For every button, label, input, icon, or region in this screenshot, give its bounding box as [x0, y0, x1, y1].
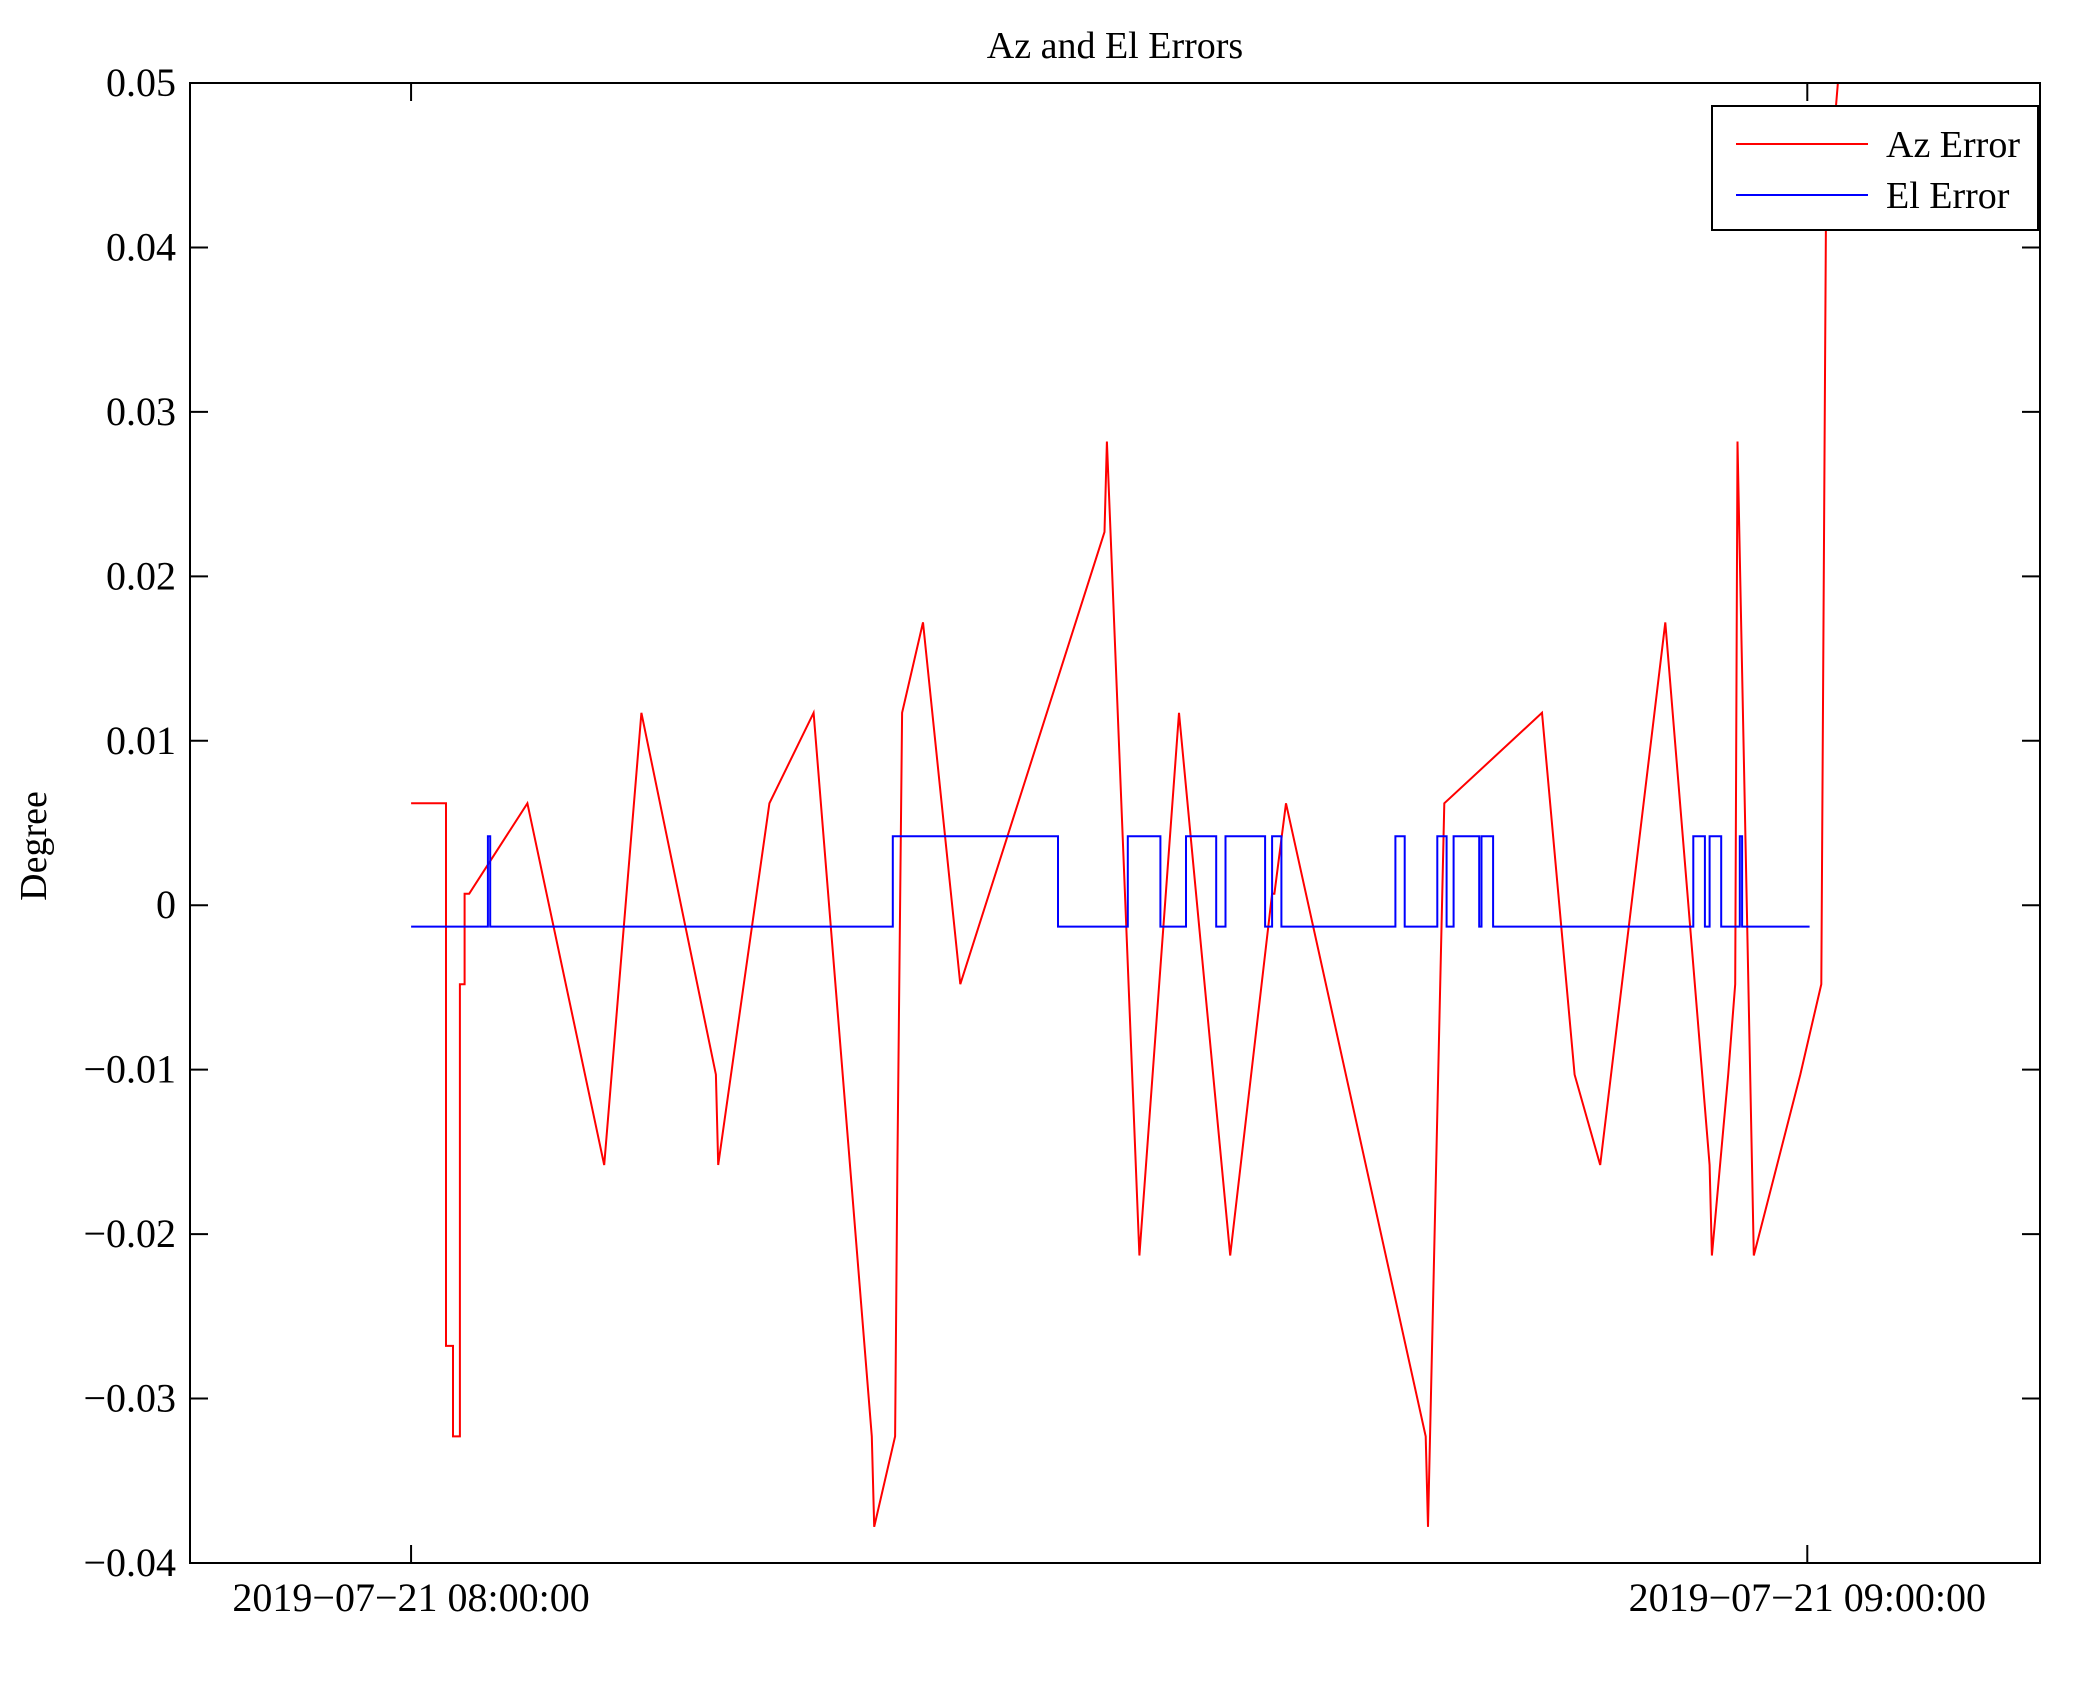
y-tick-label: 0.01	[106, 718, 176, 763]
legend-label-az: Az Error	[1886, 124, 2020, 166]
y-tick-label: −0.04	[83, 1540, 176, 1585]
series-line-az-error	[411, 83, 1839, 1528]
y-tick-label: 0.03	[106, 389, 176, 434]
plot-frame	[189, 82, 2041, 1564]
chart-title: Az and El Errors	[987, 25, 1243, 67]
legend-label-el: El Error	[1886, 175, 2010, 217]
x-tick-label: 2019−07−21 08:00:00	[232, 1575, 589, 1620]
series-layer	[411, 83, 1839, 1528]
y-tick-label: 0.05	[106, 60, 176, 105]
tick-labels: −0.04 −0.03 −0.02 −0.01 0 0.01 0.02 0.03 0.04 0.0…	[83, 60, 1986, 1620]
legend: Az Error El Error	[1711, 105, 2039, 231]
axis-ticks	[190, 82, 2040, 1564]
series-line-el-error	[411, 835, 1810, 928]
x-tick-label: 2019−07−21 09:00:00	[1629, 1575, 1986, 1620]
legend-box	[1711, 105, 2039, 231]
y-axis-label: Degree	[13, 791, 55, 901]
y-tick-label: −0.02	[83, 1211, 176, 1256]
y-tick-label: 0	[156, 882, 176, 927]
y-tick-label: 0.04	[106, 224, 176, 269]
y-tick-label: −0.03	[83, 1376, 176, 1421]
y-tick-label: −0.01	[83, 1047, 176, 1092]
y-tick-label: 0.02	[106, 553, 176, 598]
